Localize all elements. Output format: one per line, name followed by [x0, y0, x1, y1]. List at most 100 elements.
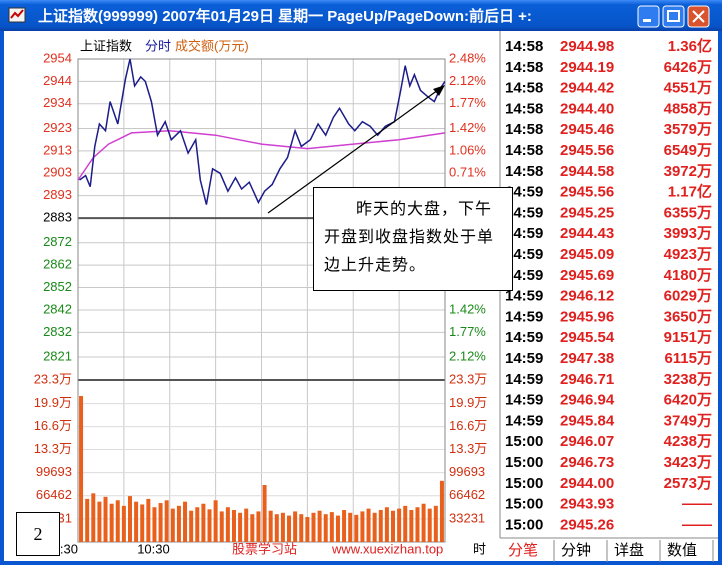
- volume-bar: [415, 507, 420, 542]
- tick-time: 15:00: [505, 496, 543, 513]
- badge: 2: [16, 512, 60, 556]
- volume-bar: [293, 511, 298, 542]
- vol-tick-label-right: 66462: [449, 487, 485, 502]
- tick-table: 14:58 2944.98 1.36亿 14:58 2944.19 6426万 14:58 2…: [505, 37, 712, 533]
- tick-volume: 6420万: [664, 392, 712, 409]
- tick-time: 14:59: [505, 225, 543, 242]
- volume-bar: [427, 508, 432, 542]
- volume-bar: [189, 510, 194, 542]
- tick-price: 2946.07: [560, 433, 614, 450]
- y-tick-label: 2893: [43, 187, 72, 202]
- pct-tick-label: 1.42%: [449, 120, 486, 135]
- tabs: 分笔 分钟 详盘 数值: [508, 540, 714, 562]
- tick-price: 2944.43: [560, 225, 614, 242]
- tick-time: 15:00: [505, 516, 543, 533]
- tick-volume: 3972万: [664, 163, 712, 180]
- average-line: [77, 129, 446, 181]
- tick-volume: 6426万: [664, 59, 712, 76]
- tick-time: 14:59: [505, 371, 543, 388]
- vol-tick-label-right: 23.3万: [449, 371, 487, 386]
- tab[interactable]: 分钟: [561, 542, 591, 559]
- tick-time: 14:59: [505, 412, 543, 429]
- tick-price: 2945.46: [560, 121, 614, 138]
- tick-time: 15:00: [505, 454, 543, 471]
- volume-bar: [366, 508, 371, 542]
- tick-price: 2945.69: [560, 267, 614, 284]
- tick-price: 2947.38: [560, 350, 614, 367]
- tick-volume: 3238万: [664, 371, 712, 388]
- tick-time: 14:59: [505, 184, 543, 201]
- tab[interactable]: 数值: [667, 542, 697, 559]
- volume-bar: [140, 504, 145, 542]
- volume-bar: [164, 500, 169, 542]
- window-title: 上证指数(999999) 2007年01月29日 星期一 PageUp/Page…: [38, 7, 532, 25]
- vol-tick-label-right: 16.6万: [449, 418, 487, 433]
- volume-bar: [219, 511, 224, 542]
- tab[interactable]: 详盘: [614, 541, 644, 559]
- tick-price: 2944.98: [560, 38, 614, 55]
- volume-bar: [176, 505, 181, 542]
- y-tick-label: 2832: [43, 324, 72, 339]
- volume-label: 成交额(万元): [175, 38, 249, 53]
- volume-bar: [372, 512, 377, 542]
- title-bar: [0, 0, 722, 31]
- tick-volume: 4180万: [664, 267, 712, 284]
- vol-tick-label: 66462: [36, 487, 72, 502]
- vol-tick-label: 99693: [36, 464, 72, 479]
- tab[interactable]: 分笔: [508, 542, 538, 559]
- tick-time: 15:00: [505, 475, 543, 492]
- close-button[interactable]: [687, 5, 710, 28]
- callout-arrow: [267, 89, 439, 214]
- y-tick-label: 2872: [43, 234, 72, 249]
- vol-tick-label: 19.9万: [34, 395, 72, 410]
- tick-time: 14:58: [505, 100, 543, 117]
- pct-tick-label: 0.71%: [449, 165, 486, 180]
- y-tick-label: 2852: [43, 279, 72, 294]
- tick-volume: 6355万: [664, 204, 712, 221]
- maximize-button[interactable]: [662, 5, 685, 28]
- y-tick-label: 2883: [43, 210, 72, 225]
- pct-tick-label: 1.06%: [449, 142, 486, 157]
- volume-bar: [91, 493, 96, 542]
- site-url: www.xuexizhan.top: [331, 541, 443, 556]
- y-tick-label: 2944: [43, 73, 72, 88]
- volume-bar: [439, 480, 444, 542]
- tick-price: 2945.09: [560, 246, 614, 263]
- volume-bar: [384, 507, 389, 542]
- tick-price: 2944.40: [560, 100, 614, 117]
- pct-tick-label: 1.42%: [449, 301, 486, 316]
- index-name: 上证指数: [80, 38, 132, 53]
- volume-bar: [121, 505, 126, 542]
- volume-bar: [79, 395, 84, 542]
- tick-volume: 4858万: [664, 100, 712, 117]
- volume-bar: [146, 498, 151, 542]
- volume-bar: [262, 484, 267, 542]
- pct-tick-label: 1.77%: [449, 324, 486, 339]
- arrow-head: [433, 85, 445, 96]
- vol-tick-label-right: 13.3万: [449, 441, 487, 456]
- tick-price: 2944.42: [560, 80, 614, 97]
- tick-time: 14:58: [505, 121, 543, 138]
- tick-volume: 6549万: [664, 142, 712, 159]
- tick-volume: 1.36亿: [668, 37, 712, 55]
- tick-price: 2945.26: [560, 516, 614, 533]
- tick-time: 14:59: [505, 246, 543, 263]
- volume-bar: [433, 505, 438, 542]
- tick-volume: 3579万: [664, 121, 712, 138]
- tick-volume: ——: [682, 496, 712, 513]
- volume-bar: [85, 498, 90, 542]
- y-tick-label: 2913: [43, 142, 72, 157]
- pct-tick-label: 2.48%: [449, 50, 486, 65]
- minimize-button[interactable]: [637, 5, 660, 28]
- volume-bar: [158, 503, 163, 542]
- vol-tick-label: 16.6万: [34, 418, 72, 433]
- volume-bar: [348, 512, 353, 542]
- tick-volume: 4238万: [664, 433, 712, 450]
- vol-tick-label: 23.3万: [34, 371, 72, 386]
- tick-time: 14:58: [505, 38, 543, 55]
- tick-time: 14:59: [505, 204, 543, 221]
- volume-bar: [103, 496, 108, 542]
- tick-volume: 4923万: [664, 246, 712, 263]
- tick-volume: 3993万: [664, 225, 712, 242]
